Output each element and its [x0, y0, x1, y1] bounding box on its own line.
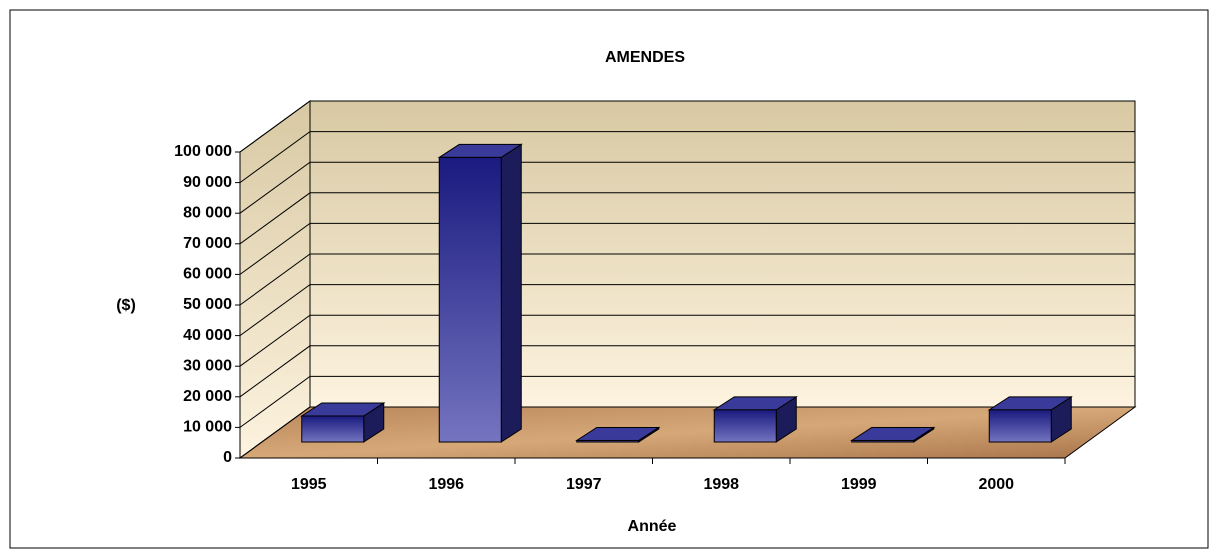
bar — [576, 439, 640, 443]
y-tick-label: 50 000 — [183, 296, 232, 313]
y-tick-label: 40 000 — [183, 327, 232, 344]
bar — [438, 156, 502, 443]
grid-line — [239, 375, 1135, 428]
bar — [301, 415, 365, 443]
bar — [851, 439, 915, 443]
y-tick-label: 60 000 — [183, 266, 232, 283]
y-tick-label: 100 000 — [174, 143, 232, 160]
bar — [988, 409, 1052, 443]
y-tick-label: 0 — [223, 449, 232, 466]
grid-line — [239, 345, 1135, 398]
grid-line — [239, 284, 1135, 337]
bar-side — [500, 143, 522, 443]
grid-line — [239, 253, 1135, 306]
x-tick-label: 1995 — [291, 476, 327, 493]
y-tick-label: 90 000 — [183, 174, 232, 191]
grid-line — [239, 131, 1135, 184]
x-tick-label: 2000 — [978, 476, 1014, 493]
grid-line — [239, 192, 1135, 245]
chart-title: AMENDES — [605, 49, 685, 66]
bar — [713, 409, 777, 443]
grid-line — [239, 161, 1135, 214]
y-tick-label: 70 000 — [183, 235, 232, 252]
y-tick-label: 20 000 — [183, 388, 232, 405]
x-tick-label: 1997 — [566, 476, 602, 493]
grid-line — [239, 406, 1135, 459]
y-tick-label: 30 000 — [183, 357, 232, 374]
x-axis-label: Année — [628, 518, 677, 535]
grid-line — [239, 100, 1135, 153]
y-tick-label: 80 000 — [183, 204, 232, 221]
y-axis-label: ($) — [116, 297, 136, 314]
y-tick-label: 10 000 — [183, 419, 232, 436]
x-tick-label: 1998 — [703, 476, 739, 493]
x-tick-label: 1996 — [428, 476, 464, 493]
grid-line — [239, 314, 1135, 367]
grid-line — [239, 222, 1135, 275]
x-tick-label: 1999 — [841, 476, 877, 493]
